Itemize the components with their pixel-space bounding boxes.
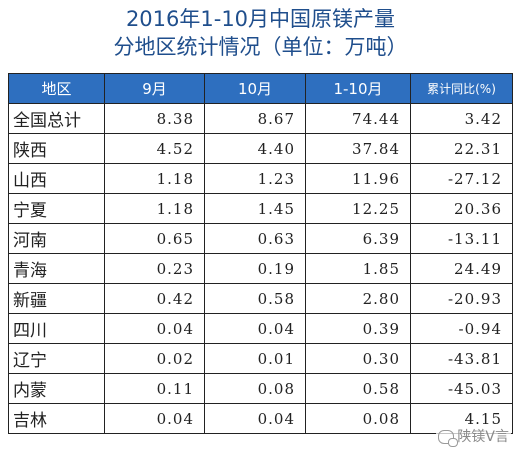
september-cell: 4.52 [104, 133, 205, 164]
september-cell: 0.65 [104, 223, 205, 254]
jan-oct-cell: 1.85 [305, 253, 411, 284]
table-body: 全国总计 8.38 8.67 74.44 3.42 陕西 4.52 4.40 3… [8, 103, 513, 434]
table-row: 河南 0.65 0.63 6.39 -13.11 [8, 223, 513, 254]
october-cell: 8.67 [204, 103, 306, 134]
yoy-cell: -13.11 [410, 223, 513, 254]
column-header-yoy: 累计同比(%) [410, 73, 513, 104]
column-header-october: 10月 [204, 73, 306, 104]
region-cell: 吉林 [8, 403, 105, 434]
column-header-september: 9月 [104, 73, 205, 104]
region-cell: 山西 [8, 163, 105, 194]
region-cell: 辽宁 [8, 343, 105, 374]
wechat-icon [438, 430, 459, 447]
column-header-region: 地区 [8, 73, 105, 104]
september-cell: 0.11 [104, 373, 205, 404]
region-cell: 全国总计 [8, 103, 105, 134]
jan-oct-cell: 6.39 [305, 223, 411, 254]
region-cell: 陕西 [8, 133, 105, 164]
october-cell: 0.04 [204, 403, 306, 434]
table-row: 山西 1.18 1.23 11.96 -27.12 [8, 163, 513, 194]
table-row: 全国总计 8.38 8.67 74.44 3.42 [8, 103, 513, 134]
table-row: 青海 0.23 0.19 1.85 24.49 [8, 253, 513, 284]
jan-oct-cell: 12.25 [305, 193, 411, 224]
region-cell: 四川 [8, 313, 105, 344]
yoy-cell: -20.93 [410, 283, 513, 314]
jan-oct-cell: 0.58 [305, 373, 411, 404]
watermark: 陕镁V言 [436, 425, 511, 447]
september-cell: 0.23 [104, 253, 205, 284]
yoy-cell: -45.03 [410, 373, 513, 404]
september-cell: 0.02 [104, 343, 205, 374]
region-cell: 新疆 [8, 283, 105, 314]
october-cell: 0.58 [204, 283, 306, 314]
table-row: 吉林 0.04 0.04 0.08 4.15 [8, 403, 513, 434]
october-cell: 0.01 [204, 343, 306, 374]
september-cell: 1.18 [104, 163, 205, 194]
yoy-cell: -0.94 [410, 313, 513, 344]
october-cell: 0.19 [204, 253, 306, 284]
table-row: 辽宁 0.02 0.01 0.30 -43.81 [8, 343, 513, 374]
september-cell: 0.04 [104, 403, 205, 434]
october-cell: 0.04 [204, 313, 306, 344]
region-cell: 宁夏 [8, 193, 105, 224]
jan-oct-cell: 37.84 [305, 133, 411, 164]
jan-oct-cell: 0.39 [305, 313, 411, 344]
yoy-cell: 24.49 [410, 253, 513, 284]
production-table: 地区 9月 10月 1-10月 累计同比(%) 全国总计 8.38 8.67 7… [8, 73, 513, 434]
jan-oct-cell: 11.96 [305, 163, 411, 194]
jan-oct-cell: 74.44 [305, 103, 411, 134]
september-cell: 1.18 [104, 193, 205, 224]
october-cell: 0.63 [204, 223, 306, 254]
jan-oct-cell: 0.08 [305, 403, 411, 434]
september-cell: 0.04 [104, 313, 205, 344]
table-row: 四川 0.04 0.04 0.39 -0.94 [8, 313, 513, 344]
region-cell: 内蒙 [8, 373, 105, 404]
column-header-jan-oct: 1-10月 [305, 73, 411, 104]
table-row: 宁夏 1.18 1.45 12.25 20.36 [8, 193, 513, 224]
october-cell: 1.45 [204, 193, 306, 224]
table-row: 新疆 0.42 0.58 2.80 -20.93 [8, 283, 513, 314]
table-title: 2016年1-10月中国原镁产量 [125, 7, 396, 31]
yoy-cell: 22.31 [410, 133, 513, 164]
table-subtitle: 分地区统计情况（单位：万吨） [113, 35, 408, 59]
yoy-cell: 20.36 [410, 193, 513, 224]
jan-oct-cell: 2.80 [305, 283, 411, 314]
yoy-cell: -27.12 [410, 163, 513, 194]
september-cell: 8.38 [104, 103, 205, 134]
table-header-row: 地区 9月 10月 1-10月 累计同比(%) [8, 73, 513, 104]
october-cell: 4.40 [204, 133, 306, 164]
yoy-cell: -43.81 [410, 343, 513, 374]
watermark-text: 陕镁V言 [457, 429, 509, 445]
region-cell: 青海 [8, 253, 105, 284]
october-cell: 1.23 [204, 163, 306, 194]
table-row: 陕西 4.52 4.40 37.84 22.31 [8, 133, 513, 164]
september-cell: 0.42 [104, 283, 205, 314]
table-row: 内蒙 0.11 0.08 0.58 -45.03 [8, 373, 513, 404]
october-cell: 0.08 [204, 373, 306, 404]
jan-oct-cell: 0.30 [305, 343, 411, 374]
region-cell: 河南 [8, 223, 105, 254]
yoy-cell: 3.42 [410, 103, 513, 134]
